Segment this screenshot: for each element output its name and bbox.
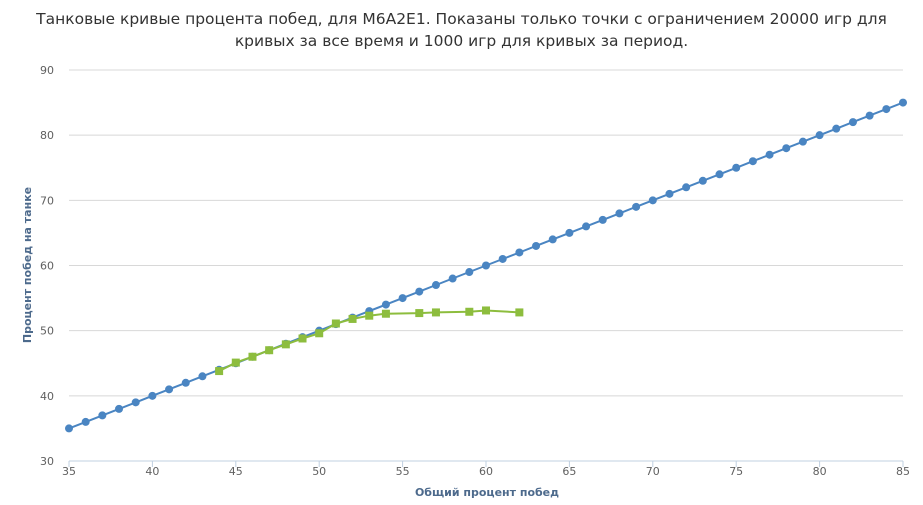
series-2-point[interactable]	[231, 358, 240, 367]
series-1-point[interactable]	[665, 189, 674, 198]
series-1-point[interactable]	[548, 235, 557, 244]
series-1-point[interactable]	[115, 404, 124, 413]
x-axis-ticks: 35 40 45 50 55 60 65 70 75 80 85	[62, 461, 910, 478]
y-tick-label: 40	[40, 390, 54, 403]
series-2-point[interactable]	[281, 340, 290, 349]
series-2-point[interactable]	[482, 306, 490, 315]
x-tick-label: 85	[896, 465, 910, 478]
series-1-point[interactable]	[798, 137, 807, 146]
series-1-point[interactable]	[848, 118, 857, 127]
series-1-point[interactable]	[832, 124, 841, 133]
series-2-point[interactable]	[365, 311, 374, 320]
series-1-point[interactable]	[98, 411, 107, 420]
series-1-point[interactable]	[515, 248, 524, 257]
series-1-point[interactable]	[632, 202, 641, 211]
series-2-point[interactable]	[348, 314, 357, 323]
grid-lines	[69, 69, 903, 397]
series-2-point[interactable]	[315, 329, 324, 338]
series-2	[215, 306, 524, 376]
x-tick-label: 65	[562, 465, 576, 478]
series-2-line	[218, 309, 520, 372]
x-tick-label: 45	[229, 465, 243, 478]
series-1-point[interactable]	[882, 105, 891, 114]
series-1-point[interactable]	[398, 294, 407, 303]
series-1-point[interactable]	[765, 150, 774, 159]
series-2-point[interactable]	[415, 309, 424, 318]
chart-title-line-1: Танковые кривые процента побед, для M6A2…	[35, 10, 887, 28]
series-1-point[interactable]	[715, 170, 724, 179]
series-1-point[interactable]	[782, 144, 791, 153]
y-tick-label: 30	[40, 455, 54, 468]
series-1-point[interactable]	[498, 254, 507, 263]
series-2-point[interactable]	[515, 308, 524, 317]
x-tick-label: 80	[813, 465, 827, 478]
series-1-point[interactable]	[131, 398, 140, 407]
series-1-point[interactable]	[448, 274, 457, 283]
x-tick-label: 60	[479, 465, 493, 478]
x-tick-label: 35	[62, 465, 76, 478]
series-1-point[interactable]	[65, 424, 73, 433]
series-1-point[interactable]	[148, 391, 157, 400]
series-1-point[interactable]	[482, 261, 490, 270]
series-2-point[interactable]	[331, 319, 340, 328]
x-axis-title: Общий процент побед	[415, 486, 559, 499]
y-tick-label: 60	[40, 260, 54, 273]
series-1-point[interactable]	[648, 196, 657, 205]
y-tick-label: 70	[40, 194, 54, 207]
series-1-point[interactable]	[698, 176, 707, 185]
series-1-point[interactable]	[682, 183, 691, 192]
x-tick-label: 40	[145, 465, 159, 478]
x-tick-label: 75	[729, 465, 743, 478]
series-1-point[interactable]	[381, 300, 390, 309]
chart-title: Танковые кривые процента побед, для M6A2…	[35, 10, 887, 50]
y-axis-title: Процент побед на танке	[21, 187, 34, 343]
series-1-point[interactable]	[598, 215, 607, 224]
series-1-point[interactable]	[865, 111, 874, 120]
series-1-point[interactable]	[415, 287, 424, 296]
series-2-point[interactable]	[215, 367, 224, 376]
y-tick-label: 90	[40, 64, 54, 77]
series-1-point[interactable]	[732, 163, 741, 172]
y-axis-ticks: 30 40 50 60 70 80 90	[40, 64, 54, 468]
y-tick-label: 80	[40, 129, 54, 142]
series-2-point[interactable]	[265, 346, 274, 355]
series-1-point[interactable]	[181, 378, 190, 387]
series-layer	[65, 98, 907, 433]
series-2-point[interactable]	[298, 334, 307, 343]
series-1-point[interactable]	[81, 417, 90, 426]
series-1-point[interactable]	[465, 268, 474, 277]
series-1-point[interactable]	[165, 385, 174, 394]
series-1-point[interactable]	[899, 98, 907, 107]
series-2-point[interactable]	[465, 307, 474, 316]
series-1-point[interactable]	[198, 372, 207, 381]
series-1-point[interactable]	[615, 209, 624, 218]
chart-title-line-2: кривых за все время и 1000 игр для кривы…	[235, 32, 688, 50]
x-tick-label: 50	[312, 465, 326, 478]
y-tick-label: 50	[40, 325, 54, 338]
series-2-point[interactable]	[248, 352, 257, 361]
series-2-point[interactable]	[431, 308, 440, 317]
series-1-point[interactable]	[532, 241, 541, 250]
series-2-point[interactable]	[381, 309, 390, 318]
series-1-point[interactable]	[582, 222, 591, 231]
series-1-point[interactable]	[748, 157, 757, 166]
x-tick-label: 70	[646, 465, 660, 478]
series-1-point[interactable]	[565, 228, 574, 237]
series-1-point[interactable]	[815, 131, 824, 140]
series-1-point[interactable]	[431, 281, 440, 290]
x-tick-label: 55	[396, 465, 410, 478]
